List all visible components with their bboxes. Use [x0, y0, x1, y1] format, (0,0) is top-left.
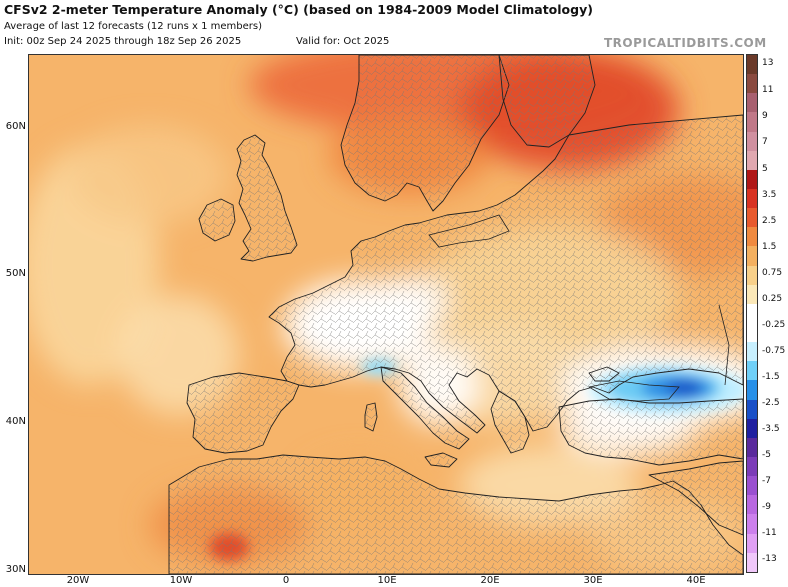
- colorbar-segment: [747, 55, 757, 75]
- scandinavia: [340, 55, 510, 212]
- north-africa: [168, 454, 743, 574]
- colorbar-segment: [747, 380, 757, 400]
- lon-label-0: 0: [282, 575, 290, 586]
- init-time: Init: 00z Sep 24 2025 through 18z Sep 26…: [4, 36, 242, 47]
- colorbar-segment: [747, 74, 757, 94]
- lat-label-40n: 40N: [5, 416, 26, 427]
- colorbar-label: -11: [762, 528, 777, 538]
- colorbar-label: 2.5: [762, 216, 777, 226]
- map-svg: [29, 55, 743, 574]
- iberia: [186, 372, 300, 454]
- colorbar-label: -0.75: [762, 346, 786, 356]
- greece: [490, 390, 530, 454]
- colorbar: [746, 54, 758, 573]
- lon-label-30e: 30E: [583, 575, 603, 586]
- colorbar-segment: [747, 361, 757, 381]
- colorbar-segment: [747, 169, 757, 189]
- colorbar-labels: 13 11 9 7 5 3.5 2.5 1.5 0.75 0.25 -0.25 …: [760, 54, 788, 573]
- colorbar-segment: [747, 93, 757, 113]
- colorbar-segment: [747, 476, 757, 496]
- colorbar-segment: [747, 227, 757, 247]
- lat-label-60n: 60N: [5, 121, 26, 132]
- colorbar-segment: [747, 131, 757, 151]
- colorbar-segment: [747, 552, 757, 572]
- colorbar-segment: [747, 188, 757, 209]
- continental-europe: [268, 114, 743, 434]
- chart-subtitle: Average of last 12 forecasts (12 runs x …: [4, 21, 262, 32]
- lat-label-50n: 50N: [5, 268, 26, 279]
- valid-time: Valid for: Oct 2025: [296, 36, 390, 47]
- colorbar-segment: [747, 514, 757, 534]
- crimea: [588, 366, 620, 382]
- great-britain: [236, 134, 298, 262]
- caspian-edge: [718, 304, 730, 386]
- colorbar-segment: [747, 533, 757, 553]
- sardinia: [364, 402, 378, 432]
- anomaly-map: [28, 54, 744, 575]
- seas-outline: [428, 214, 730, 402]
- lon-label-10w: 10W: [169, 575, 193, 586]
- colorbar-segment: [747, 399, 757, 419]
- colorbar-label: -3.5: [762, 424, 780, 434]
- colorbar-segment: [747, 456, 757, 477]
- colorbar-segment: [747, 322, 757, 343]
- italy: [380, 366, 470, 450]
- colorbar-segment: [747, 303, 757, 323]
- colorbar-segment: [747, 265, 757, 285]
- colorbar-label: 0.25: [762, 294, 783, 304]
- colorbar-segment: [747, 284, 757, 304]
- colorbar-segment: [747, 208, 757, 228]
- colorbar-label: 7: [762, 137, 768, 147]
- colorbar-label: -1.5: [762, 372, 780, 382]
- ireland: [198, 198, 236, 242]
- colorbar-segment: [747, 112, 757, 132]
- colorbar-label: 9: [762, 111, 768, 121]
- colorbar-label: 5: [762, 164, 768, 174]
- lon-label-20w: 20W: [66, 575, 90, 586]
- colorbar-label: 13: [762, 58, 774, 68]
- turkey: [558, 398, 743, 466]
- colorbar-label: -7: [762, 476, 771, 486]
- sicily: [424, 452, 458, 468]
- lat-label-30n: 30N: [5, 564, 26, 575]
- colorbar-label: -0.25: [762, 320, 786, 330]
- colorbar-segment: [747, 418, 757, 438]
- colorbar-segment: [747, 342, 757, 362]
- lon-label-20e: 20E: [480, 575, 500, 586]
- colorbar-label: 1.5: [762, 242, 777, 252]
- colorbar-label: -13: [762, 554, 777, 564]
- colorbar-label: -5: [762, 450, 771, 460]
- colorbar-label: 3.5: [762, 190, 777, 200]
- colorbar-segment: [747, 437, 757, 457]
- colorbar-segment: [747, 246, 757, 266]
- colorbar-label: -2.5: [762, 398, 780, 408]
- colorbar-label: 0.75: [762, 268, 783, 278]
- coastlines: [168, 55, 743, 574]
- black-sea: [587, 380, 680, 402]
- brand-watermark: TROPICALTIDBITS.COM: [604, 36, 767, 50]
- colorbar-segment: [747, 150, 757, 170]
- colorbar-segment: [747, 495, 757, 515]
- lon-label-40e: 40E: [686, 575, 706, 586]
- lon-label-10e: 10E: [377, 575, 397, 586]
- finland: [498, 55, 596, 148]
- colorbar-label: -9: [762, 502, 771, 512]
- baltic-south: [428, 214, 510, 248]
- chart-title: CFSv2 2-meter Temperature Anomaly (°C) (…: [4, 2, 593, 17]
- colorbar-label: 11: [762, 85, 774, 95]
- levant: [648, 460, 743, 536]
